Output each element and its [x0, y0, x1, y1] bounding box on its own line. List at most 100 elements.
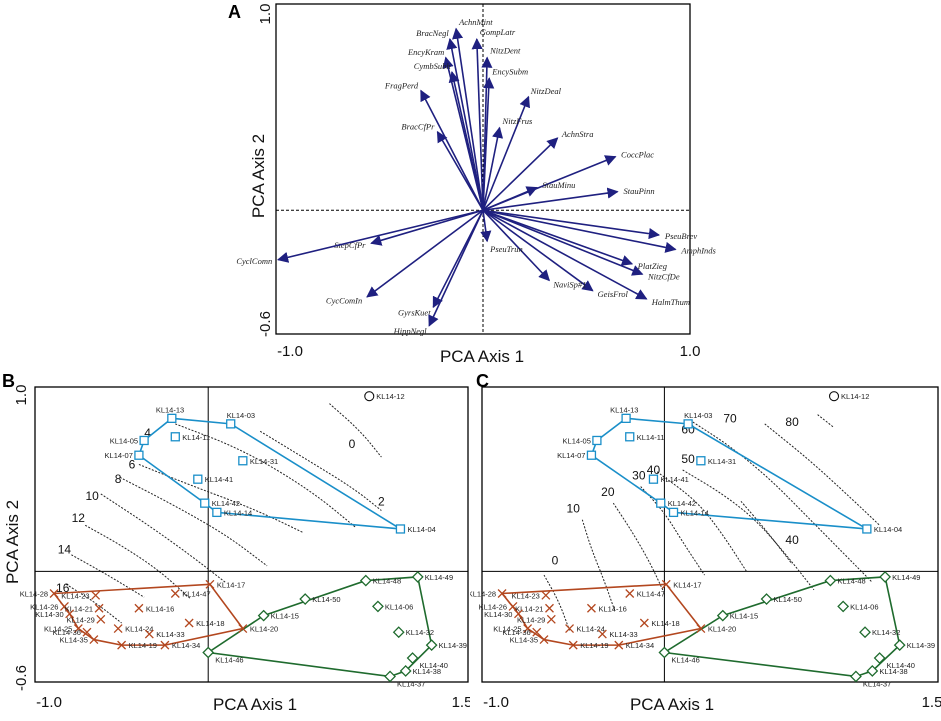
vector-label: StauPinn	[623, 186, 654, 196]
sample-label: KL14-17	[673, 580, 701, 589]
contour-line	[259, 430, 382, 511]
sample-label: KL14-21	[65, 604, 93, 613]
sample-point-cross	[205, 579, 215, 589]
sample-label: KL14-30	[484, 610, 512, 619]
sample-point-diamond	[716, 609, 729, 622]
contour-line	[138, 463, 304, 534]
contour-label: 0	[349, 437, 356, 451]
vector-arrow	[366, 209, 484, 298]
vector-label: BracNegl	[416, 28, 449, 38]
sample-label: KL14-30	[35, 610, 63, 619]
sample-point-cross	[59, 601, 69, 611]
sample-label: KL14-13	[156, 405, 184, 414]
sample-point-square	[862, 524, 872, 534]
sample-point-cross	[523, 624, 533, 633]
sample-label: KL14-39	[439, 641, 467, 650]
sample-label: KL14-11	[637, 433, 665, 442]
sample-label: KL14-04	[874, 525, 902, 534]
vector-label: NitzDent	[489, 46, 521, 56]
sample-point-diamond	[257, 609, 270, 622]
y-tick-min: -0.6	[13, 665, 30, 691]
sample-point-square	[200, 498, 210, 508]
panel-label: C	[476, 371, 489, 391]
sample-label: KL14-34	[172, 641, 200, 650]
vector-arrow	[482, 187, 619, 212]
sample-point-cross	[565, 624, 575, 633]
sample-label: KL14-38	[413, 667, 441, 676]
vector-arrow	[276, 209, 484, 263]
sample-label: KL14-12	[376, 392, 404, 401]
sample-label: KL14-20	[250, 625, 278, 634]
sample-label: KL14-15	[730, 612, 758, 621]
vector-label: FragPerd	[384, 80, 419, 90]
contour-label: 12	[72, 511, 86, 525]
sample-label: KL14-26	[30, 602, 58, 611]
vector-label: CoccPlac	[621, 149, 654, 159]
vector-label: GyrsKuet	[398, 308, 431, 318]
x-axis-label: PCA Axis 1	[213, 695, 297, 714]
sample-label: KL14-42	[668, 499, 696, 508]
sample-point-cross	[65, 609, 75, 619]
sample-label: KL14-35	[510, 636, 538, 645]
sample-label: KL14-36	[502, 628, 530, 637]
sample-label: KL14-05	[563, 436, 591, 445]
sample-point-diamond	[837, 600, 850, 613]
vector-label: AchnStra	[561, 129, 594, 139]
vector-label: PseuBrev	[664, 231, 697, 241]
sample-label: KL14-17	[217, 580, 245, 589]
vector-label: HippNegl	[393, 326, 428, 336]
contour-line	[100, 493, 226, 583]
sample-point-diamond	[873, 652, 886, 664]
sample-point-square	[696, 456, 706, 466]
contour-line	[764, 423, 880, 526]
vector-label: NaviSp#1	[552, 280, 586, 290]
sample-label: KL14-24	[577, 625, 605, 634]
contour-line	[682, 469, 815, 591]
sample-point-diamond	[879, 570, 892, 583]
sample-label: KL14-12	[841, 392, 869, 401]
sample-point-cross	[696, 624, 706, 633]
frame-rect	[34, 386, 469, 683]
panel-a: A -1.0 1.0 1.0 -0.6 AchnMint BracNegl GompLat…	[228, 2, 717, 366]
sample-label: KL14-13	[610, 405, 638, 414]
sample-point-square	[226, 419, 236, 429]
sample-point-square	[238, 456, 248, 466]
sample-label: KL14-37	[863, 679, 891, 688]
sample-label: KL14-14	[681, 508, 709, 517]
vector-label: CymbSubh	[414, 61, 451, 71]
contour-label: 80	[785, 415, 799, 429]
sample-label: KL14-38	[879, 667, 907, 676]
sample-point-cross	[514, 609, 523, 619]
sample-point-diamond	[406, 652, 419, 664]
y-tick-max: 1.0	[257, 4, 274, 25]
sample-label: KL14-03	[684, 411, 712, 420]
sample-point-cross	[532, 627, 542, 637]
contour-label: 2	[378, 494, 385, 508]
sample-point-cross	[82, 627, 92, 637]
sample-point-cross	[497, 589, 507, 598]
sample-label: KL14-06	[385, 602, 413, 611]
sample-label: KL14-28	[470, 590, 496, 599]
sample-label: KL14-29	[66, 615, 94, 624]
sample-point-cross	[661, 579, 671, 589]
vector-arrow	[370, 209, 484, 246]
vector-label: NitzDeal	[530, 86, 562, 96]
sample-point-cross	[568, 640, 578, 650]
sample-point-square	[625, 432, 635, 442]
sample-label: KL14-25	[44, 625, 72, 634]
contour-label: 30	[632, 469, 646, 483]
vector-label: EncyKram	[407, 47, 444, 57]
sample-point-cross	[94, 603, 104, 613]
contour-line	[656, 471, 747, 572]
sample-label: KL14-28	[20, 590, 48, 599]
sample-point-cross	[89, 635, 99, 645]
vector-arrow	[482, 209, 661, 240]
vector-arrow	[482, 209, 644, 276]
vector-arrow	[446, 37, 484, 211]
sample-point-cross	[144, 629, 154, 639]
sample-point-square	[683, 419, 693, 429]
sample-point-square	[134, 450, 144, 460]
sample-label: KL14-19	[129, 641, 157, 650]
sample-point-square	[592, 435, 602, 446]
